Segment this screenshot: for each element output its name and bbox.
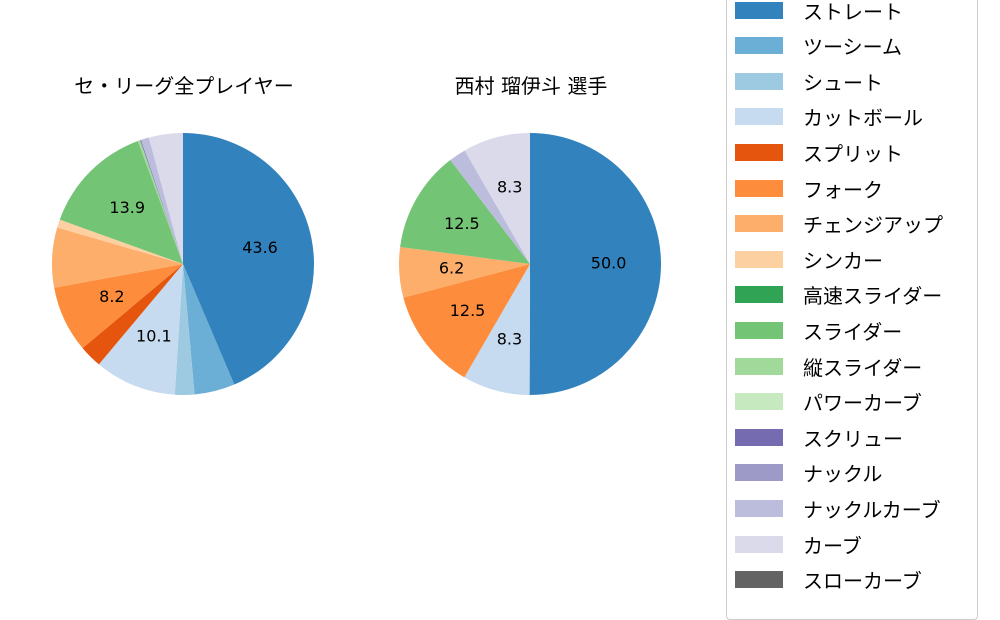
legend-label: シュート (803, 70, 883, 95)
legend-item: スライダー (735, 318, 903, 344)
pie-slice (450, 150, 530, 264)
pie-slice (54, 264, 184, 349)
pie-slice (98, 264, 183, 395)
legend-label: ナックルカーブ (803, 497, 941, 522)
pie-slice (51, 227, 183, 288)
legend-item: スクリュー (735, 425, 903, 451)
legend-label: カーブ (803, 533, 862, 558)
pie-slice (148, 133, 183, 264)
slice-label: 50.0 (591, 254, 627, 273)
right-chart-title: 西村 瑠伊斗 選手 (454, 74, 608, 98)
legend-label: スクリュー (803, 426, 903, 451)
pie-charts: 43.6 10.1 8.2 13.9 50.0 8.3 12.5 6.2 12.5 8.3 (51, 133, 661, 395)
legend-item: フォーク (735, 176, 883, 202)
legend-item: スプリット (735, 140, 903, 166)
pie-slice (183, 264, 235, 395)
league-pie: 43.6 10.1 8.2 13.9 (51, 133, 315, 395)
legend-swatch (735, 37, 783, 55)
legend-label: チェンジアップ (803, 213, 943, 238)
legend-item: シュート (735, 69, 883, 95)
legend-item: ナックル (735, 461, 883, 487)
legend-swatch (735, 428, 783, 446)
pie-slice (57, 219, 184, 264)
legend-swatch (735, 499, 783, 517)
pie-slice (403, 264, 530, 378)
legend-label: ナックル (803, 462, 883, 487)
left-chart-title: セ・リーグ全プレイヤー (74, 74, 294, 98)
pie-slice (174, 264, 195, 395)
legend-label: フォーク (803, 177, 883, 202)
pie-slice (59, 141, 184, 264)
legend-item: ツーシーム (735, 34, 902, 60)
legend-swatch (735, 179, 783, 197)
legend-item: スローカーブ (735, 568, 922, 594)
legend-item: 縦スライダー (735, 354, 923, 380)
pie-slice (82, 264, 183, 365)
legend-label: 高速スライダー (803, 284, 943, 309)
legend-label: シンカー (803, 248, 883, 273)
legend-item: パワーカーブ (735, 390, 922, 416)
legend-label: カットボール (803, 106, 923, 131)
legend-label: スローカーブ (803, 569, 922, 594)
slice-label: 8.3 (497, 329, 522, 348)
legend-swatch (735, 143, 783, 161)
pie-slice (529, 133, 661, 395)
legend-item: チェンジアップ (735, 212, 943, 238)
legend-swatch (735, 464, 783, 482)
legend-item: 高速スライダー (735, 283, 943, 309)
legend-item: カットボール (735, 105, 923, 131)
slice-label: 8.2 (99, 287, 124, 306)
legend-swatch (735, 286, 783, 304)
slice-label: 13.9 (109, 198, 145, 217)
slice-label: 10.1 (136, 326, 172, 345)
pie-slice (137, 140, 183, 264)
player-pie: 50.0 8.3 12.5 6.2 12.5 8.3 (399, 133, 661, 395)
slice-label: 43.6 (242, 238, 278, 257)
legend-item: シンカー (735, 247, 883, 273)
pie-slice (140, 139, 183, 264)
legend: ストレートツーシームシュートカットボール スプリットフォークチェンジアップ シンカー… (726, 0, 978, 620)
pie-slice (140, 137, 183, 264)
legend-swatch (735, 250, 783, 268)
legend-swatch (735, 357, 783, 375)
legend-item: カーブ (735, 532, 862, 558)
legend-swatch (735, 215, 783, 233)
slice-label: 12.5 (450, 301, 486, 320)
legend-item: ナックルカーブ (735, 496, 941, 522)
legend-swatch (735, 535, 783, 553)
slice-label: 6.2 (439, 259, 464, 278)
slice-label: 12.5 (444, 214, 480, 233)
legend-swatch (735, 321, 783, 339)
legend-label: ツーシーム (803, 35, 902, 60)
legend-swatch (735, 72, 783, 90)
legend-label: スプリット (803, 141, 903, 166)
pie-slice (183, 133, 315, 385)
slice-label: 8.3 (497, 178, 522, 197)
legend-swatch (735, 393, 783, 411)
pie-slice (464, 133, 530, 264)
legend-swatch (735, 1, 783, 19)
legend-label: スライダー (803, 319, 903, 344)
legend-swatch (735, 571, 783, 589)
legend-label: パワーカーブ (803, 391, 922, 416)
pie-slice (399, 246, 530, 298)
pie-slice (464, 264, 530, 395)
legend-item: ストレート (735, 0, 903, 24)
legend-swatch (735, 108, 783, 126)
legend-label: 縦スライダー (803, 355, 923, 380)
pie-slice (400, 160, 530, 264)
legend-label: ストレート (803, 0, 903, 24)
